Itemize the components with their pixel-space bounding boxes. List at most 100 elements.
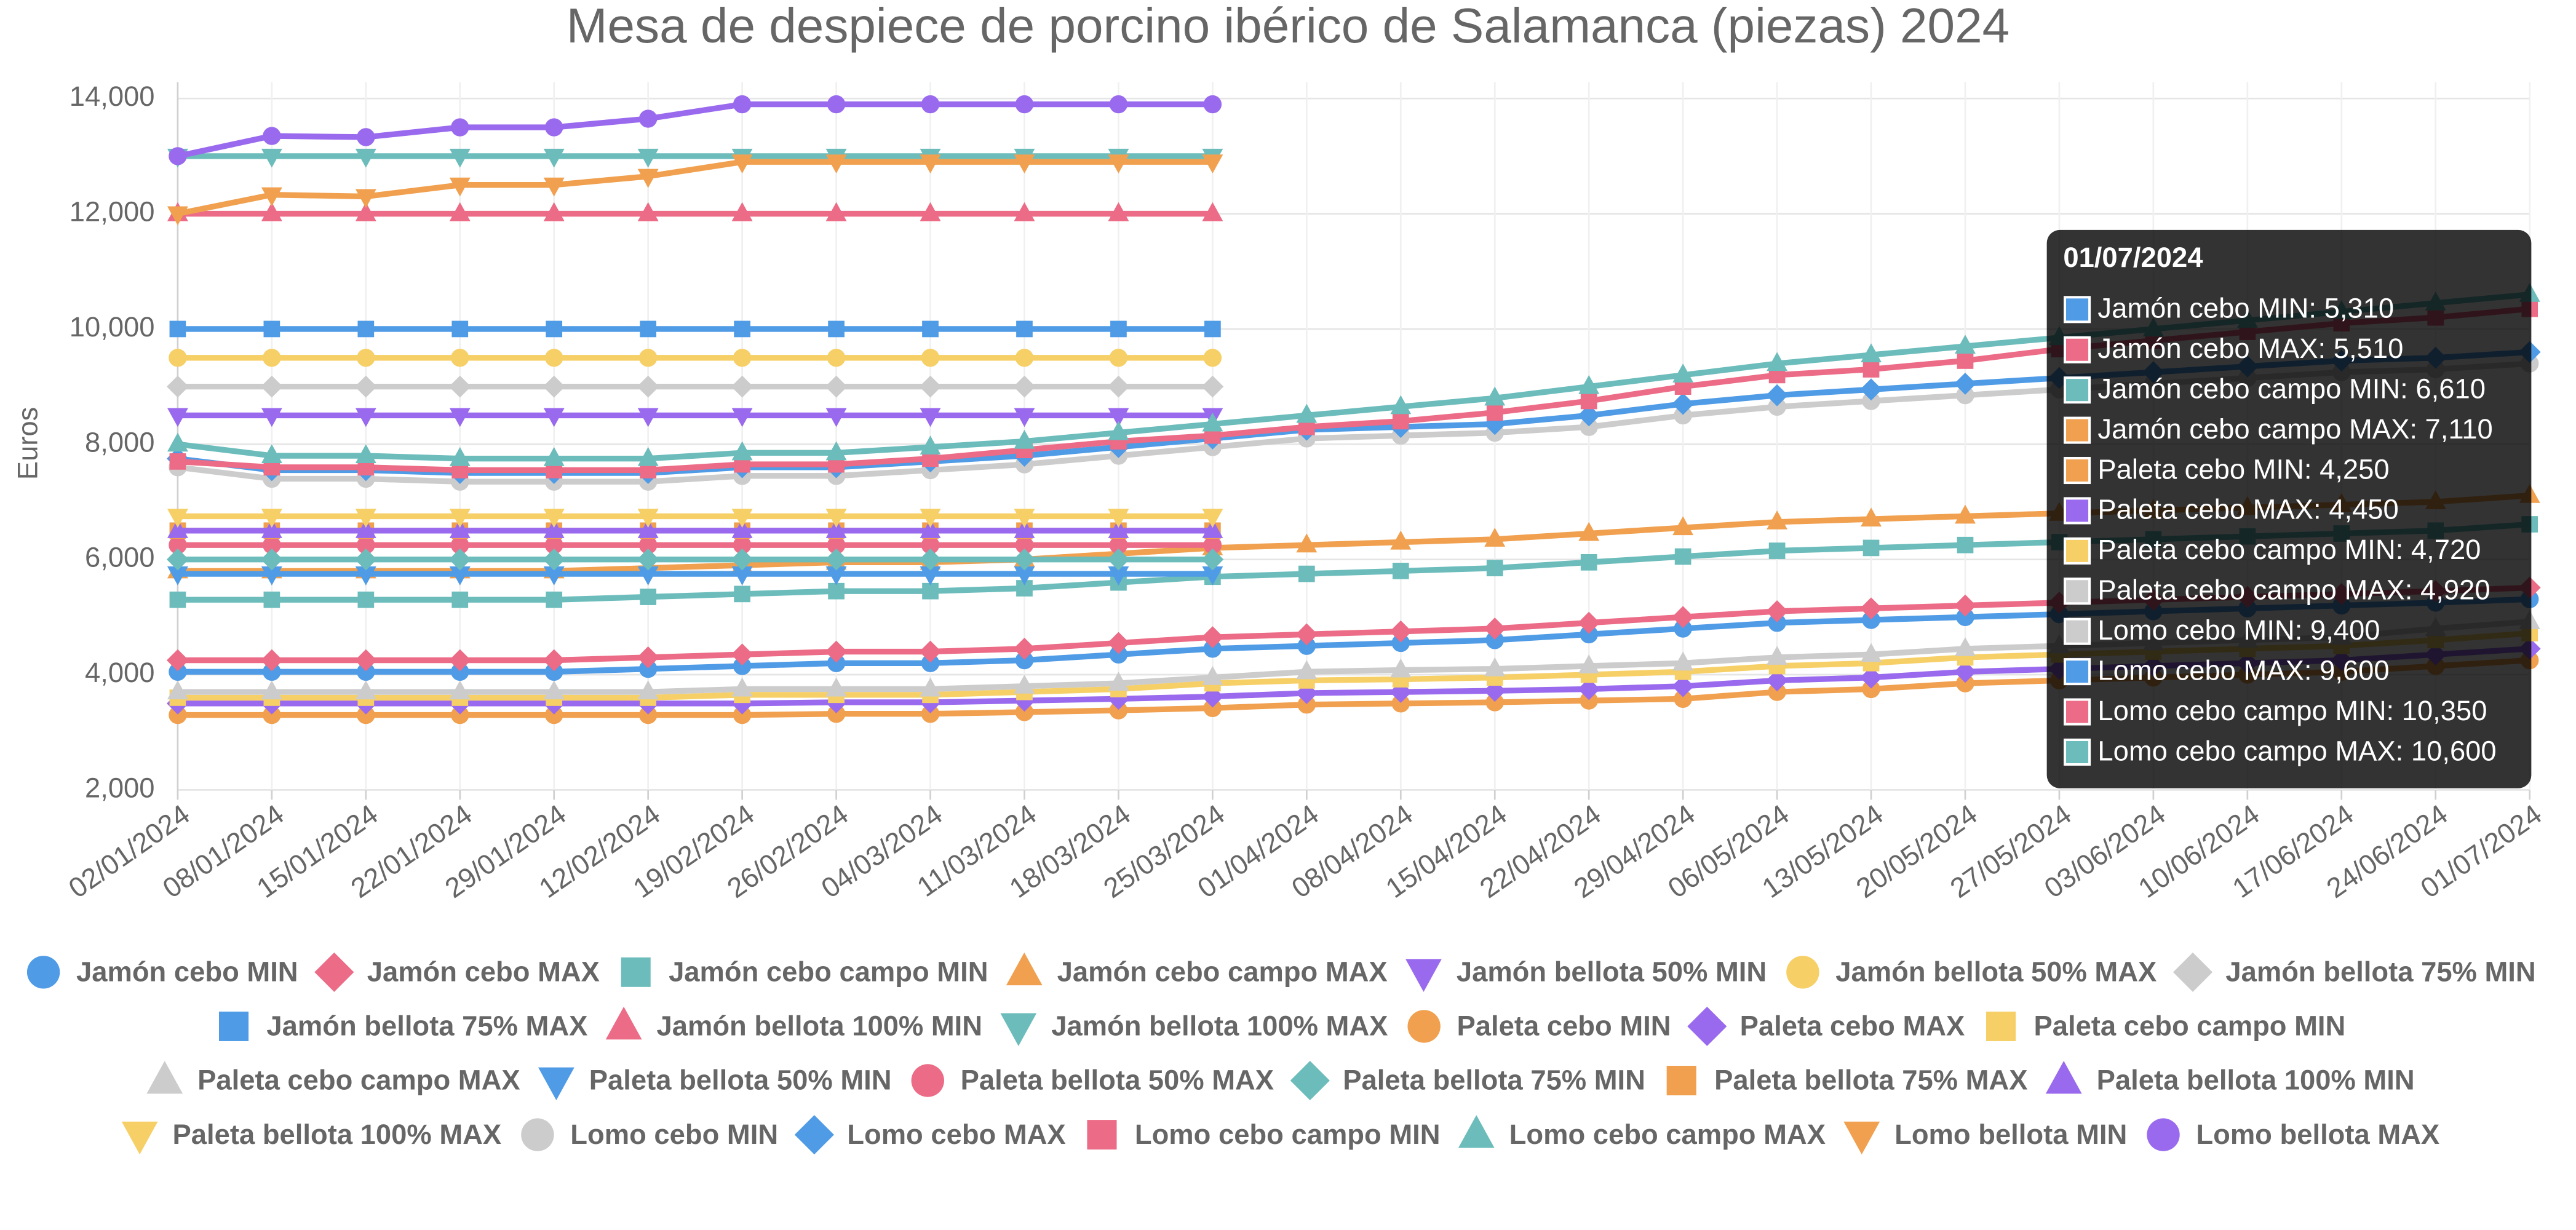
point <box>1674 548 1691 565</box>
point <box>1766 600 1788 622</box>
legend-item: Paleta bellota 100% MAX <box>121 1119 501 1155</box>
legend-marker <box>1843 1121 1880 1155</box>
point <box>733 349 752 367</box>
legend-label: Paleta cebo MIN <box>1457 1010 1671 1042</box>
y-tick-label: 6,000 <box>85 542 155 573</box>
point <box>355 444 376 464</box>
legend-marker <box>2045 1060 2082 1094</box>
point <box>263 591 280 608</box>
point <box>1484 386 1506 406</box>
point <box>922 582 939 600</box>
legend-label: Paleta bellota 75% MAX <box>1714 1065 2027 1096</box>
tooltip-title: 01/07/2024 <box>2063 242 2203 273</box>
point <box>1015 349 1034 367</box>
point <box>169 320 186 338</box>
point <box>825 519 847 538</box>
point <box>827 95 846 114</box>
point <box>546 320 563 338</box>
point <box>825 154 847 174</box>
point <box>261 519 282 538</box>
point <box>1954 661 1976 683</box>
point <box>637 408 659 427</box>
point <box>1392 413 1409 430</box>
legend-label: Jamón bellota 50% MIN <box>1457 956 1767 987</box>
legend-item: Jamón cebo campo MAX <box>1006 952 1388 987</box>
point <box>1392 563 1409 579</box>
point <box>449 519 471 538</box>
point <box>1389 620 1412 643</box>
point <box>1484 528 1506 547</box>
legend-label: Lomo cebo MAX <box>847 1119 1065 1150</box>
point <box>543 375 565 398</box>
series-line <box>177 159 1213 217</box>
point <box>1203 349 1222 367</box>
legend-marker <box>1666 1065 1696 1096</box>
legend-label: Jamón bellota 100% MAX <box>1051 1010 1388 1042</box>
point <box>825 408 847 427</box>
point <box>543 202 565 221</box>
point <box>1484 617 1506 640</box>
point <box>167 519 188 538</box>
tooltip-item: Lomo cebo campo MAX: 10,600 <box>2097 735 2496 766</box>
point <box>357 320 375 338</box>
point <box>451 349 469 367</box>
point <box>637 646 659 669</box>
legend-label: Jamón cebo MAX <box>367 956 600 987</box>
point <box>451 118 469 137</box>
point <box>451 320 469 338</box>
legend-marker <box>121 1121 158 1155</box>
point <box>919 375 942 398</box>
point <box>1013 548 1036 571</box>
point <box>260 548 283 571</box>
point <box>1672 363 1694 383</box>
point <box>1486 560 1503 577</box>
point <box>733 95 752 114</box>
point <box>1110 320 1127 338</box>
point <box>167 206 188 226</box>
point <box>1955 335 1976 354</box>
point <box>448 649 471 672</box>
point <box>1108 408 1129 427</box>
legend-marker <box>1405 959 1442 992</box>
point <box>261 148 282 168</box>
point <box>731 202 753 221</box>
tooltip-swatch <box>2064 456 2091 485</box>
point <box>1672 651 1694 671</box>
point <box>543 680 565 700</box>
point <box>1296 533 1318 553</box>
tooltip-swatch <box>2064 376 2091 404</box>
point <box>167 548 189 571</box>
legend-marker <box>146 1060 183 1094</box>
point <box>1484 657 1506 676</box>
point <box>261 202 282 221</box>
point <box>355 202 376 221</box>
point <box>1578 522 1600 541</box>
tooltip-item: Jamón cebo campo MIN: 6,610 <box>2097 373 2486 404</box>
point <box>920 435 941 454</box>
point <box>1109 95 1128 114</box>
point <box>825 548 848 571</box>
point <box>637 446 659 466</box>
point <box>1201 548 1224 571</box>
point <box>169 591 186 608</box>
tooltip-item: Jamón cebo campo MAX: 7,110 <box>2097 413 2492 445</box>
point <box>169 453 186 470</box>
tooltip-item: Jamón cebo MAX: 5,510 <box>2097 333 2403 364</box>
point <box>1108 509 1129 528</box>
tooltip-item: Paleta cebo MIN: 4,250 <box>2097 453 2389 485</box>
legend-item: Paleta cebo MIN <box>1407 1010 1671 1043</box>
point <box>167 509 188 528</box>
point <box>1201 375 1224 398</box>
point <box>637 148 659 168</box>
point <box>637 548 659 571</box>
tooltip-item: Lomo cebo campo MIN: 10,350 <box>2097 695 2487 726</box>
point <box>169 147 187 165</box>
point <box>261 187 282 207</box>
point <box>1202 202 1223 221</box>
point <box>827 349 846 367</box>
y-tick-label: 2,000 <box>85 772 155 803</box>
point <box>1767 510 1788 530</box>
point <box>1767 352 1788 371</box>
legend-marker <box>1687 1006 1727 1046</box>
